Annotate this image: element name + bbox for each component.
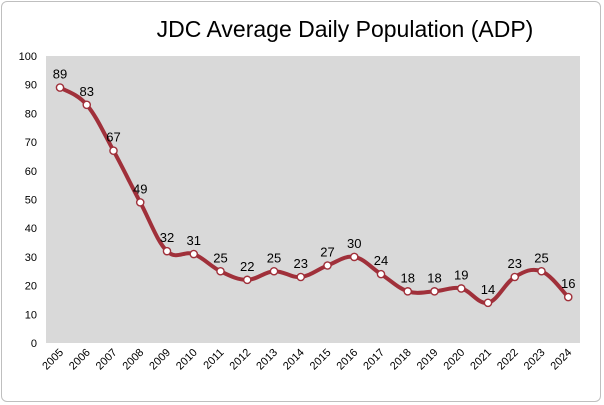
data-point	[323, 261, 332, 270]
data-label: 18	[401, 270, 415, 285]
x-tick-label: 2014	[281, 347, 307, 373]
y-tick-label: 0	[31, 338, 37, 350]
y-tick-label: 50	[25, 195, 37, 207]
x-tick-label: 2009	[147, 347, 173, 373]
data-point	[510, 272, 520, 282]
x-tick-label: 2016	[335, 347, 361, 373]
data-point	[483, 298, 493, 308]
plot-area	[46, 56, 580, 343]
data-points	[55, 83, 573, 308]
data-label: 83	[80, 84, 94, 99]
data-label: 19	[454, 267, 468, 282]
y-tick-label: 10	[25, 309, 37, 321]
x-tick-label: 2018	[388, 347, 414, 373]
x-tick-label: 2021	[468, 347, 494, 373]
data-point	[376, 269, 386, 279]
data-label: 18	[427, 270, 441, 285]
x-tick-label: 2023	[522, 347, 548, 373]
x-tick-label: 2005	[40, 347, 66, 373]
y-tick-label: 80	[25, 108, 37, 120]
data-label: 30	[347, 236, 361, 251]
x-tick-label: 2011	[201, 347, 226, 372]
y-tick-label: 30	[25, 252, 37, 264]
data-labels: 89 83 67 49 32 31 25 22 25 23 27 30 24 18 18 19 14 23 25 16	[53, 67, 576, 297]
data-point	[55, 83, 65, 92]
data-point	[296, 272, 306, 282]
y-tick-label: 70	[25, 137, 37, 149]
data-label: 31	[187, 233, 201, 248]
x-tick-label: 2022	[495, 347, 521, 373]
data-label: 25	[534, 250, 548, 265]
data-point	[216, 266, 225, 276]
data-label: 24	[374, 253, 388, 268]
y-tick-label: 40	[25, 223, 37, 235]
x-axis: 2005 2006 2007 2008 2009 2010 2011 2012 2013 2014…	[40, 347, 574, 373]
x-tick-label: 2006	[67, 347, 93, 373]
data-label: 14	[481, 282, 495, 297]
data-label: 32	[160, 230, 174, 245]
data-point	[242, 275, 252, 285]
x-tick-label: 2024	[549, 347, 575, 373]
x-tick-label: 2020	[442, 347, 468, 373]
y-axis: 0 10 20 30 40 50 60 70 80 90 100	[19, 51, 37, 350]
x-tick-label: 2013	[254, 347, 280, 373]
data-point	[189, 249, 199, 259]
x-tick-label: 2015	[308, 347, 334, 373]
x-tick-label: 2010	[174, 347, 200, 373]
data-point	[109, 146, 118, 156]
x-tick-label: 2017	[361, 347, 387, 373]
data-point	[162, 246, 172, 256]
data-label: 25	[267, 250, 281, 265]
y-tick-label: 90	[25, 80, 37, 92]
data-label: 49	[133, 181, 147, 196]
y-tick-label: 20	[25, 281, 37, 293]
y-tick-label: 60	[25, 166, 37, 178]
data-label: 23	[294, 256, 308, 271]
data-point	[456, 284, 466, 293]
data-point	[430, 287, 439, 296]
data-label: 16	[561, 276, 575, 291]
data-label: 27	[320, 245, 334, 260]
data-label: 22	[240, 259, 254, 274]
data-label: 67	[106, 130, 120, 145]
x-tick-label: 2007	[94, 347, 120, 373]
data-point	[403, 287, 413, 296]
x-tick-label: 2019	[415, 347, 441, 373]
data-point	[269, 266, 279, 276]
x-tick-label: 2012	[228, 347, 254, 373]
data-point	[537, 266, 546, 276]
y-tick-label: 100	[19, 51, 37, 63]
data-point	[349, 252, 359, 262]
data-point	[135, 198, 145, 207]
chart-title: JDC Average Daily Population (ADP)	[157, 16, 534, 42]
x-tick-label: 2008	[121, 347, 147, 373]
data-label: 23	[508, 256, 522, 271]
data-label: 25	[213, 250, 227, 265]
data-point	[563, 292, 573, 302]
data-point	[82, 100, 92, 110]
data-label: 89	[53, 67, 67, 82]
